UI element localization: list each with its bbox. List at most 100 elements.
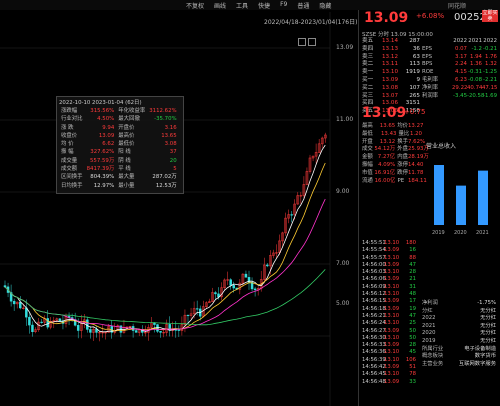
- fin-row: BPS 2.24 1.36 1.32: [422, 61, 498, 69]
- stat-line: 开盘 13.12 换手 7.62%: [362, 138, 425, 147]
- candle-body: [95, 328, 98, 333]
- bid-row[interactable]: 买四 13.06 3151: [362, 100, 420, 108]
- menu-shortcut[interactable]: 快捷: [258, 3, 271, 10]
- revenue-bar: [456, 185, 466, 225]
- y-label: 7.00: [336, 260, 350, 267]
- stat-value: 287.02万: [152, 174, 177, 181]
- revenue-title: 营业总收入: [426, 142, 456, 150]
- level-label: 买一: [362, 76, 374, 83]
- zoom-button[interactable]: [298, 38, 306, 46]
- tick-price: 13.09: [384, 327, 400, 334]
- tick-price: 13.09: [384, 276, 400, 283]
- bid-row[interactable]: 买一 13.09 9: [362, 77, 420, 85]
- fin-key: EPS: [422, 45, 433, 52]
- stat-value: 804.39%: [90, 174, 115, 181]
- fin-value: -0.21: [483, 45, 497, 52]
- bid-row[interactable]: 买二 13.08 107: [362, 85, 420, 93]
- stat-row: 均 价 6.62 最低价 3.08: [59, 140, 179, 148]
- candle-body: [284, 217, 287, 234]
- revenue-chart: 营业总收入 2019 2020 2021: [426, 142, 489, 236]
- fin-value: 1.76: [484, 53, 497, 60]
- candle-body: [98, 332, 101, 334]
- info-key: 净利润: [422, 300, 438, 306]
- candle-body: [314, 152, 318, 157]
- stat-value: 6.62: [102, 141, 115, 148]
- chart-buttons: [298, 38, 316, 46]
- tick-volume: 180: [405, 240, 416, 246]
- ask-row[interactable]: 卖四 13.13 36: [362, 46, 420, 54]
- candle-body: [232, 285, 235, 289]
- level-label: 卖一: [362, 69, 374, 76]
- bid-row[interactable]: 买五 13.05 1156: [362, 108, 420, 116]
- tick-row: 14:56:24 13.10 25: [362, 320, 420, 327]
- candle-body: [159, 331, 162, 333]
- stat-value: 4.50%: [97, 116, 115, 123]
- company-info: 净利润 -1.75% 分红 无分红 2022 无分红 2021 无分红 2020 无分红 2019 无…: [422, 300, 498, 368]
- tick-row: 14:56:36 13.10 45: [362, 349, 420, 356]
- candle-body: [250, 281, 254, 290]
- tick-time: 14:56:18: [362, 305, 386, 312]
- candle-body: [220, 287, 223, 298]
- level-qty: 1919: [405, 69, 420, 76]
- menu-unadjusted[interactable]: 不复权: [186, 3, 205, 10]
- candle-body: [92, 328, 95, 333]
- level-qty: 9: [416, 76, 420, 83]
- level-price: 13.08: [382, 84, 399, 91]
- quote-stat-key: 振幅: [362, 161, 373, 168]
- candle-body: [165, 324, 168, 333]
- revenue-year-label: 2019: [432, 230, 445, 236]
- ask-row[interactable]: 卖一 13.10 1919: [362, 69, 420, 77]
- level-label: 买二: [362, 84, 374, 91]
- fin-value: 3.17: [454, 53, 467, 60]
- quote-stats: 最高 13.65 均价 13.27 最低 13.43 量比 1.20 开盘 13.12 换手 7.62…: [362, 123, 429, 185]
- brand-label: 同花顺: [448, 3, 467, 10]
- menu-tools[interactable]: 工具: [236, 3, 249, 10]
- quote-stat-key: 开盘: [362, 138, 373, 145]
- quote-stat-value: 14.40: [408, 161, 424, 168]
- tick-volume: 33: [409, 378, 416, 385]
- level-label: 卖五: [362, 38, 374, 44]
- fin-year: [422, 38, 452, 46]
- stat-key: 开盘价: [118, 124, 135, 131]
- stat-key: 平 线: [118, 166, 131, 173]
- range-days: (62日): [125, 100, 142, 106]
- ask-row[interactable]: 卖五 13.14 287: [362, 38, 420, 46]
- tick-volume: 47: [409, 312, 416, 319]
- range-start[interactable]: 2022-10-10: [59, 100, 91, 106]
- stat-row: 成交量 557.59万阴 线 20: [59, 157, 179, 165]
- quote-stat-key: 最低: [362, 130, 373, 137]
- menu-draw[interactable]: 画线: [214, 3, 227, 10]
- stat-row: 行业对比 4.50% 最大回撤 -35.70%: [59, 115, 179, 123]
- tick-price: 13.10: [384, 349, 400, 356]
- quote-stat-value: 13.12: [379, 138, 396, 145]
- level-price: 13.11: [382, 61, 399, 68]
- fin-key: BPS: [422, 61, 433, 68]
- tick-row: 14:55:54 13.09 16: [362, 247, 420, 254]
- stat-value: 3112.62%: [149, 108, 177, 114]
- level-price: 13.09: [382, 76, 399, 83]
- bid-row[interactable]: 买三 13.07 265: [362, 93, 420, 101]
- candlestick-chart[interactable]: [0, 12, 356, 406]
- stat-row: 振 幅 327.62% 阳 线 37: [59, 148, 179, 156]
- settings-button[interactable]: [308, 38, 316, 46]
- candle-body: [12, 300, 16, 305]
- fin-year: 2022: [483, 38, 497, 44]
- level-qty: 113: [409, 61, 420, 68]
- menu-normal[interactable]: 普通: [297, 3, 310, 10]
- buy-sell-button[interactable]: 立即买卖: [482, 10, 498, 22]
- ma-line: [4, 269, 326, 326]
- level-qty: 1156: [405, 108, 420, 115]
- fin-key: ROE: [422, 69, 434, 76]
- fin-value: 1.32: [484, 61, 497, 68]
- range-end[interactable]: 2023-01-04: [92, 100, 124, 106]
- menu-f9[interactable]: F9: [280, 1, 288, 8]
- quote-stat-value: 16.91亿: [374, 169, 396, 176]
- menu-hide[interactable]: 隐藏: [319, 3, 332, 10]
- quote-stat-key: 跌停: [397, 169, 408, 176]
- quote-stat-key: 流通: [362, 177, 373, 184]
- ask-row[interactable]: 卖二 13.11 113: [362, 61, 420, 69]
- ask-row[interactable]: 卖三 13.12 63: [362, 54, 420, 62]
- level-qty: 287: [409, 38, 420, 44]
- info-value: 无分红: [480, 337, 496, 344]
- stat-value: 557.59万: [90, 157, 115, 164]
